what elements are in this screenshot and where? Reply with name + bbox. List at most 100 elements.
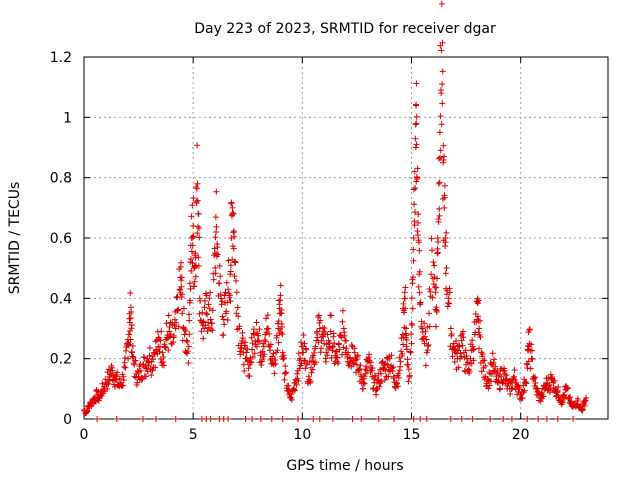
x-tick-label: 5 [189, 427, 198, 443]
data-point [508, 416, 515, 422]
data-point [322, 330, 329, 337]
data-point [416, 289, 423, 296]
data-point [511, 366, 518, 373]
data-point [458, 337, 465, 344]
data-point [126, 315, 133, 322]
data-point [467, 341, 474, 348]
data-point [526, 326, 533, 333]
data-point [570, 416, 577, 422]
data-point [492, 363, 499, 370]
data-point [431, 262, 438, 269]
data-point [343, 345, 350, 352]
data-point [405, 361, 412, 368]
data-point [281, 370, 288, 377]
data-point [186, 311, 193, 318]
data-point [377, 366, 384, 373]
data-point [532, 374, 539, 381]
data-point [261, 336, 268, 343]
data-point [189, 260, 196, 267]
data-point [167, 331, 174, 338]
data-point [336, 340, 343, 347]
data-point [315, 339, 322, 346]
data-point [348, 342, 355, 349]
data-point [128, 309, 135, 316]
data-point [199, 309, 206, 316]
data-point [127, 315, 134, 322]
data-point [191, 263, 198, 270]
data-point [410, 416, 417, 422]
data-point [230, 228, 237, 235]
data-point [176, 287, 183, 294]
data-point [122, 354, 129, 361]
data-point [166, 324, 173, 331]
data-point [190, 222, 197, 229]
data-point [206, 295, 213, 302]
data-point [189, 233, 196, 240]
data-point [189, 202, 196, 209]
data-point [170, 332, 177, 339]
data-point [265, 325, 272, 332]
data-point [486, 382, 493, 389]
data-point [194, 180, 201, 187]
data-point [278, 329, 285, 336]
data-point [388, 352, 395, 359]
data-point [94, 416, 101, 422]
data-point [339, 307, 346, 314]
data-point [411, 209, 418, 216]
data-point [230, 229, 237, 236]
data-point [372, 374, 379, 381]
data-point [229, 243, 236, 250]
data-point [413, 102, 420, 109]
data-point [582, 397, 589, 404]
data-point [263, 315, 270, 322]
data-point [127, 336, 134, 343]
data-point [182, 328, 189, 335]
data-point [202, 322, 209, 329]
data-point [489, 350, 496, 357]
data-point [230, 245, 237, 252]
data-point [441, 194, 448, 201]
data-point [293, 381, 300, 388]
data-point [390, 375, 397, 382]
data-point [361, 373, 368, 380]
data-point [474, 300, 481, 307]
data-point [186, 317, 193, 324]
data-point [104, 385, 111, 392]
data-point [209, 327, 216, 334]
data-point [533, 385, 540, 392]
data-point [149, 367, 156, 374]
data-point [152, 338, 159, 345]
data-point [240, 361, 247, 368]
data-point [260, 343, 267, 350]
data-point [568, 398, 575, 405]
data-point [527, 365, 534, 372]
data-point [242, 416, 249, 422]
data-point [201, 304, 208, 311]
data-point [275, 318, 282, 325]
data-point [236, 323, 243, 330]
data-point [529, 356, 536, 363]
data-point [311, 345, 318, 352]
data-point [211, 252, 218, 259]
data-point [251, 350, 258, 357]
data-point [329, 347, 336, 354]
data-point [438, 121, 445, 128]
data-point [408, 340, 415, 347]
data-point [205, 301, 212, 308]
data-point [160, 362, 167, 369]
data-point [189, 242, 196, 249]
data-point [204, 311, 211, 318]
data-point [421, 340, 428, 347]
data-point [312, 359, 319, 366]
data-point [480, 358, 487, 365]
data-point [125, 355, 132, 362]
data-point [228, 235, 235, 241]
data-point [491, 356, 498, 363]
data-point [451, 359, 458, 366]
data-point [272, 360, 279, 367]
data-point [407, 349, 414, 356]
data-point [112, 383, 119, 390]
data-point [357, 371, 364, 378]
data-point [125, 341, 132, 348]
data-point [171, 316, 178, 323]
